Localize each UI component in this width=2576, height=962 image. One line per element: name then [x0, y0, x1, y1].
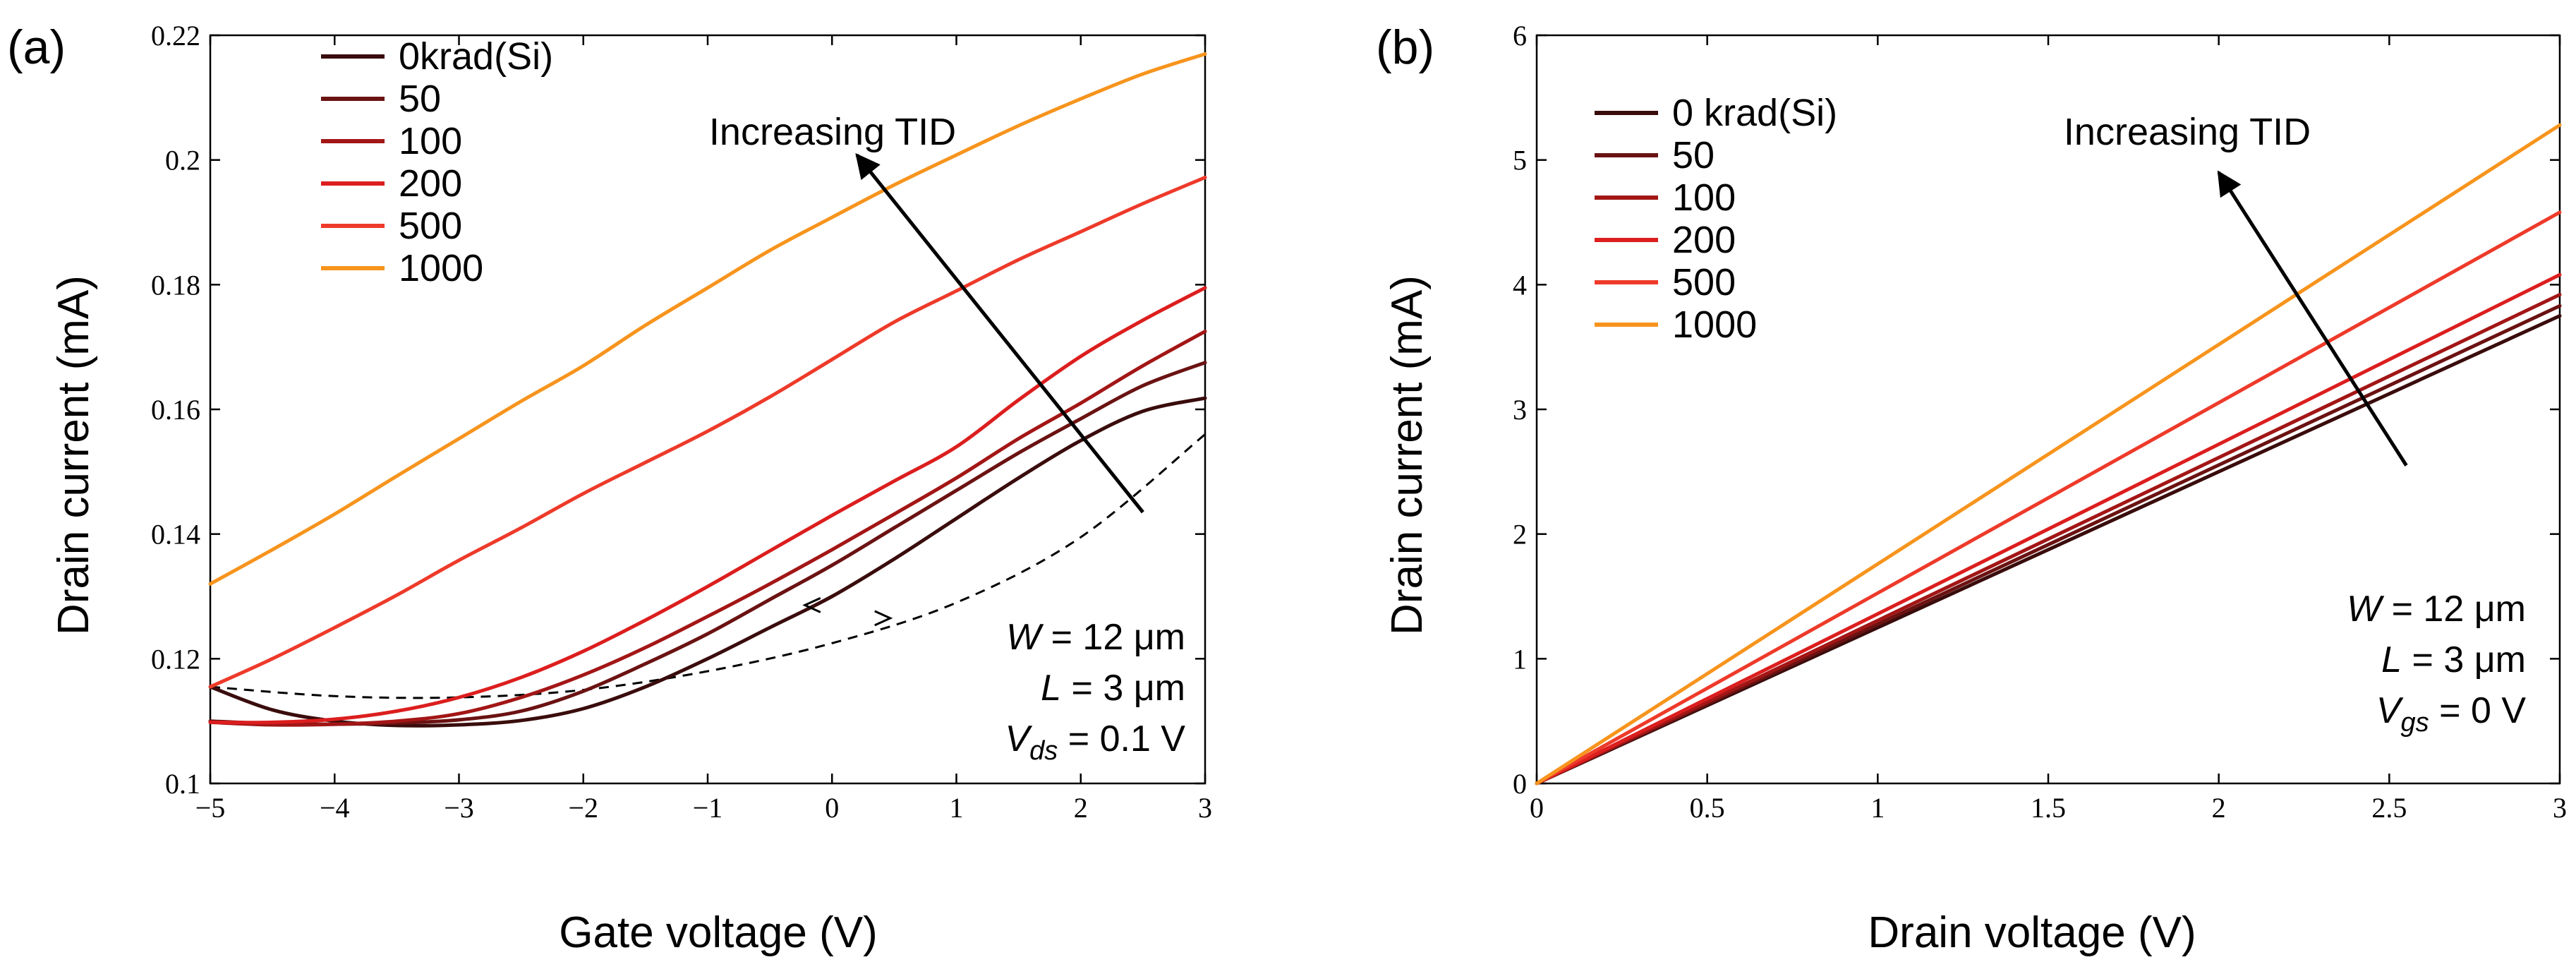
device-param-1: L = 3 μm	[2381, 639, 2526, 680]
device-param-1: L = 3 μm	[1041, 668, 1185, 709]
series-line-3	[1535, 272, 2562, 786]
sweep-direction-arrow-1	[874, 610, 893, 627]
legend-label-4: 500	[399, 205, 462, 247]
increasing-tid-arrow	[855, 152, 1144, 514]
y-tick-label: 5	[1513, 145, 1527, 176]
x-tick-label: 2	[2212, 792, 2226, 824]
y-tick-label: 4	[1513, 269, 1527, 301]
y-tick-label: 0.2	[165, 145, 200, 176]
panel-a-plot-area: −5 −4 −3 −2 −1 0 1 2 3 0.1 0.12 0.14 0.16 0.18 0.2 0.22	[151, 20, 1212, 824]
legend-label-5: 1000	[399, 247, 483, 289]
panel-b-label: (b)	[1376, 20, 1434, 74]
y-tick-label: 6	[1513, 20, 1527, 52]
legend-label-4: 500	[1672, 261, 1736, 303]
series-line-4	[1535, 210, 2562, 786]
panel-a-ylabel: Drain current (mA)	[49, 275, 98, 635]
x-tick-label: 3	[1198, 792, 1212, 824]
series-line-2	[1535, 292, 2562, 786]
x-tick-label: 2.5	[2371, 792, 2407, 824]
panel-b: (b) Drain current (mA) Drain voltage (V)…	[1376, 20, 2567, 957]
panel-b-xlabel: Drain voltage (V)	[1868, 908, 2196, 957]
increasing-tid-label: Increasing TID	[2064, 111, 2311, 153]
legend-label-1: 50	[1672, 134, 1715, 176]
y-tick-label: 0.18	[151, 269, 200, 301]
x-tick-label: 1	[1870, 792, 1885, 824]
device-param-2: Vds = 0.1 V	[1005, 719, 1185, 766]
y-tick-label: 0	[1513, 768, 1527, 800]
legend-label-0: 0 krad(Si)	[1672, 92, 1837, 134]
legend-label-3: 200	[1672, 219, 1736, 261]
x-tick-label: 1.5	[2031, 792, 2066, 824]
x-tick-label: −2	[568, 792, 598, 824]
series-line-4	[208, 175, 1207, 689]
device-param-0: W = 12 μm	[2347, 589, 2526, 630]
panel-b-ylabel: Drain current (mA)	[1383, 275, 1432, 635]
panel-b-plot-area: 0 0.5 1 1.5 2 2.5 3 0 1 2 3 4 5 6	[1513, 20, 2567, 824]
y-tick-label: 1	[1513, 643, 1527, 675]
y-tick-label: 0.16	[151, 394, 200, 426]
panel-a-annotations: Increasing TID W = 12 μm L = 3 μm Vds = 0.1…	[709, 111, 1185, 766]
panel-b-annotations: Increasing TID W = 12 μm L = 3 μm Vgs = 0 V	[2064, 111, 2526, 738]
x-tick-label: 3	[2553, 792, 2567, 824]
y-tick-label: 0.14	[151, 519, 200, 551]
y-tick-label: 3	[1513, 394, 1527, 426]
y-tick-label: 2	[1513, 519, 1527, 551]
legend-label-2: 100	[399, 120, 462, 162]
panel-a-xlabel: Gate voltage (V)	[559, 908, 877, 957]
sweep-direction-arrow-0	[802, 597, 821, 613]
series-line-2	[208, 330, 1207, 727]
device-param-0: W = 12 μm	[1006, 617, 1185, 658]
device-param-2: Vgs = 0 V	[2376, 690, 2526, 738]
legend-label-3: 200	[399, 162, 462, 205]
y-tick-label: 0.1	[165, 768, 200, 800]
legend-label-1: 50	[399, 78, 441, 120]
x-tick-label: 0	[825, 792, 839, 824]
x-tick-label: −4	[320, 792, 350, 824]
panel-a: (a) Drain current (mA) Gate voltage (V) …	[7, 20, 1212, 957]
x-tick-label: −1	[693, 792, 723, 824]
x-tick-label: 0.5	[1690, 792, 1725, 824]
x-tick-label: −3	[444, 792, 474, 824]
legend-label-2: 100	[1672, 176, 1736, 219]
increasing-tid-arrow	[2217, 170, 2408, 467]
increasing-tid-label: Increasing TID	[709, 111, 956, 153]
series-line-5	[208, 52, 1207, 586]
x-tick-label: 0	[1530, 792, 1544, 824]
y-tick-label: 0.22	[151, 20, 200, 52]
x-tick-label: −5	[195, 792, 226, 824]
y-tick-label: 0.12	[151, 643, 200, 675]
legend-label-0: 0krad(Si)	[399, 35, 553, 78]
panel-a-label: (a)	[7, 20, 66, 74]
series-line-5	[1535, 123, 2562, 786]
dashed-reference-curve	[210, 433, 1206, 699]
x-tick-label: 1	[950, 792, 964, 824]
x-tick-label: 2	[1074, 792, 1088, 824]
legend-label-5: 1000	[1672, 303, 1757, 346]
